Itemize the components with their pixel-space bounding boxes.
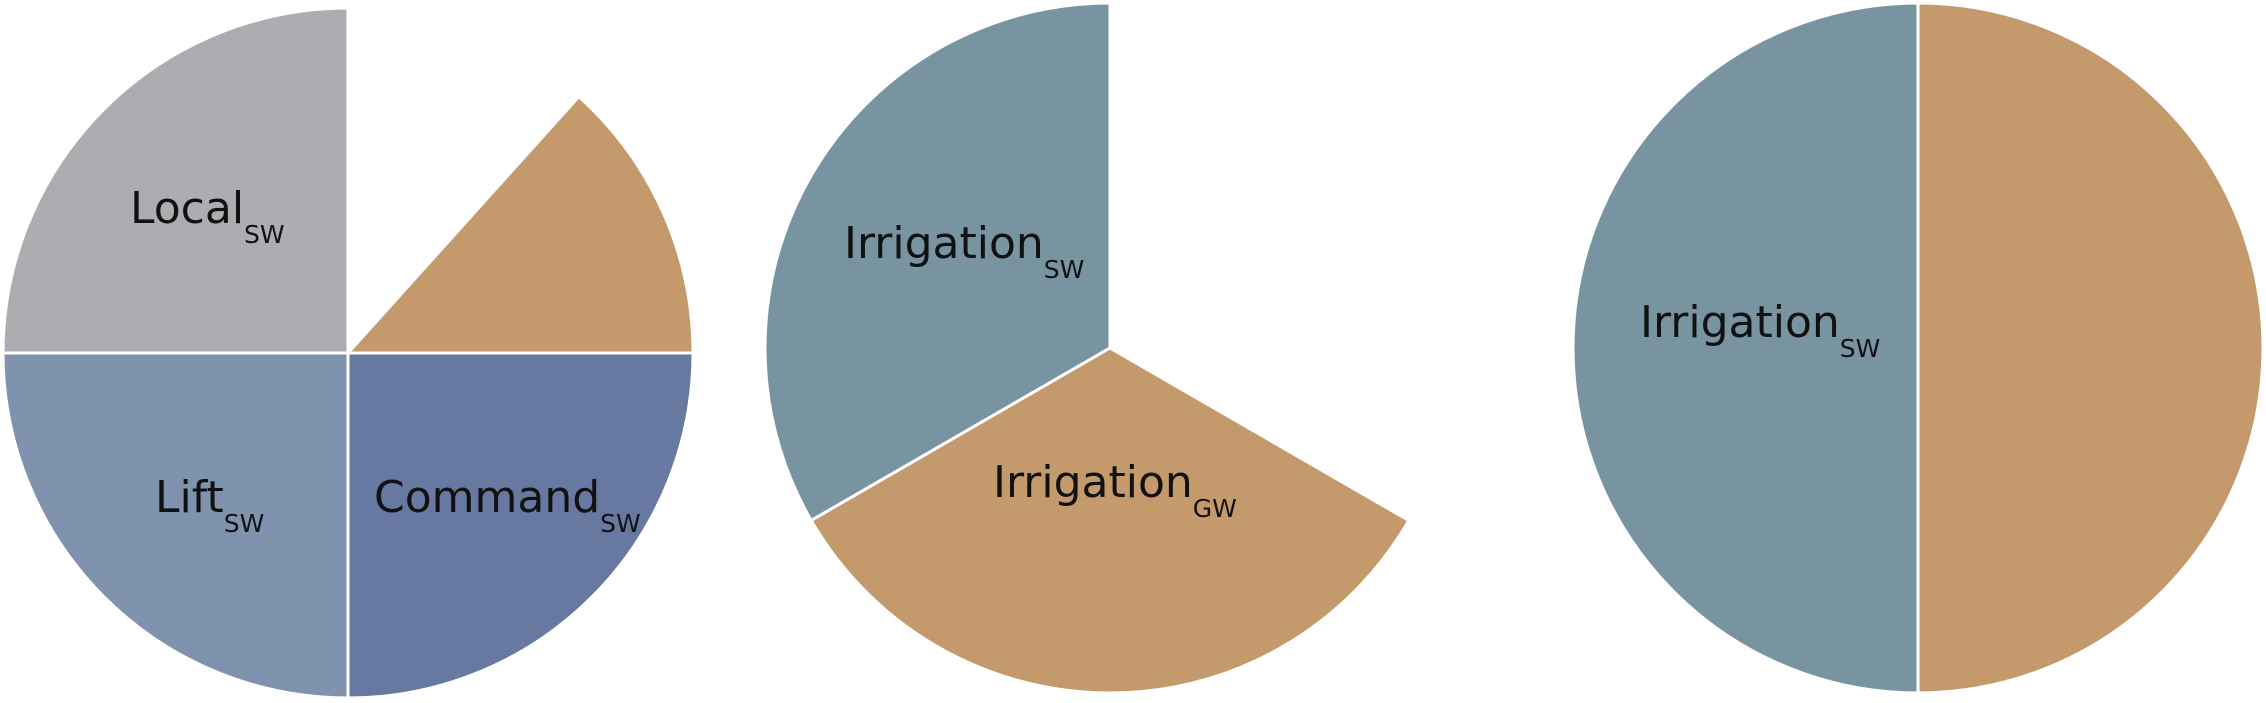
slice-label-subscript: SW — [1840, 334, 1881, 363]
slice-label: IrrigationSW — [1640, 297, 1880, 363]
slice-label-text: Lift — [155, 472, 224, 523]
slice-label-text: Irrigation — [844, 218, 1044, 269]
slice-label: LocalSW — [130, 183, 285, 249]
pie-slice — [1916, 1, 2265, 695]
slice-label-text: Command — [374, 472, 600, 523]
slice-label-text: Irrigation — [1640, 297, 1840, 348]
slice-label-subscript: SW — [244, 220, 285, 249]
pie-slice — [1, 351, 350, 700]
slice-label: LiftSW — [155, 472, 264, 538]
pie-slice — [346, 95, 695, 355]
slice-label-text: Irrigation — [993, 457, 1193, 508]
slice-label-subscript: SW — [224, 509, 265, 538]
pie-chart-3: IrrigationSW — [1571, 1, 2265, 695]
pie-slice — [809, 346, 1411, 695]
slice-label-subscript: SW — [600, 509, 641, 538]
slice-label-subscript: GW — [1193, 494, 1237, 523]
slice-label: IrrigationGW — [993, 457, 1237, 523]
slice-label-subscript: SW — [1044, 255, 1085, 284]
slice-label: IrrigationSW — [844, 218, 1084, 284]
pie-slice — [1, 6, 350, 355]
slice-label-text: Local — [130, 183, 244, 234]
pie-slice — [346, 351, 695, 700]
pie-slice — [763, 1, 1112, 522]
pie-slice — [1571, 1, 1920, 695]
slice-label: CommandSW — [374, 472, 641, 538]
